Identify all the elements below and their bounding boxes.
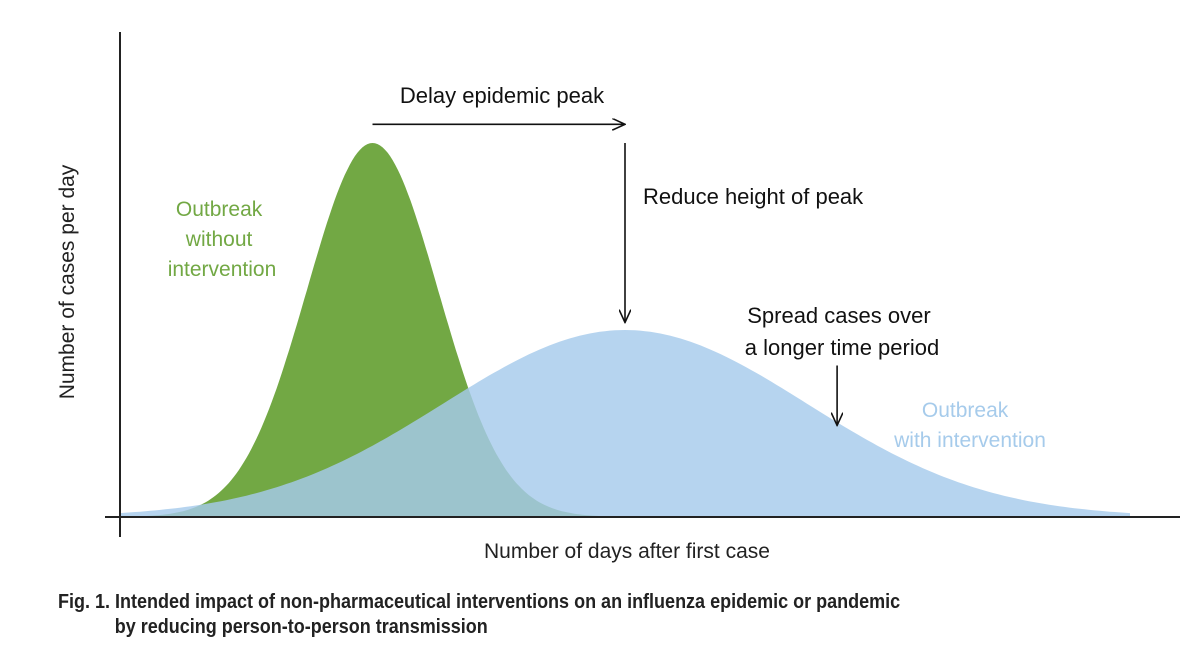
figure-caption-line2: by reducing person-to-person transmissio… — [114, 616, 488, 638]
y-axis-label: Number of cases per day — [56, 164, 79, 399]
figure-caption: Fig. 1. Intended impact of non-pharmaceu… — [58, 590, 1066, 640]
series-label-blue-line1: Outbreak — [922, 399, 1009, 422]
annotation-spread-cases: Spread cases over a longer time period — [745, 303, 939, 360]
annotation-reduce-height: Reduce height of peak — [643, 184, 864, 209]
series-label-blue: Outbreak with intervention — [893, 399, 1046, 452]
series-label-green-line3: intervention — [168, 258, 277, 281]
x-axis-label: Number of days after first case — [484, 540, 770, 563]
outbreak-with-intervention-area — [120, 330, 1130, 517]
annotation-delay-peak: Delay epidemic peak — [400, 83, 605, 108]
annotation-spread-cases-line2: a longer time period — [745, 335, 939, 360]
annotation-spread-cases-line1: Spread cases over — [747, 303, 930, 328]
outbreak-without-intervention-area — [120, 143, 625, 517]
epidemic-curve-chart: Number of days after first case Number o… — [56, 32, 1180, 563]
series-label-green-line1: Outbreak — [176, 198, 263, 221]
series-label-green: Outbreak without intervention — [168, 198, 277, 281]
series-label-blue-line2: with intervention — [893, 429, 1046, 452]
series-label-green-line2: without — [185, 228, 253, 251]
figure-caption-line1: Fig. 1. Intended impact of non-pharmaceu… — [58, 591, 901, 613]
